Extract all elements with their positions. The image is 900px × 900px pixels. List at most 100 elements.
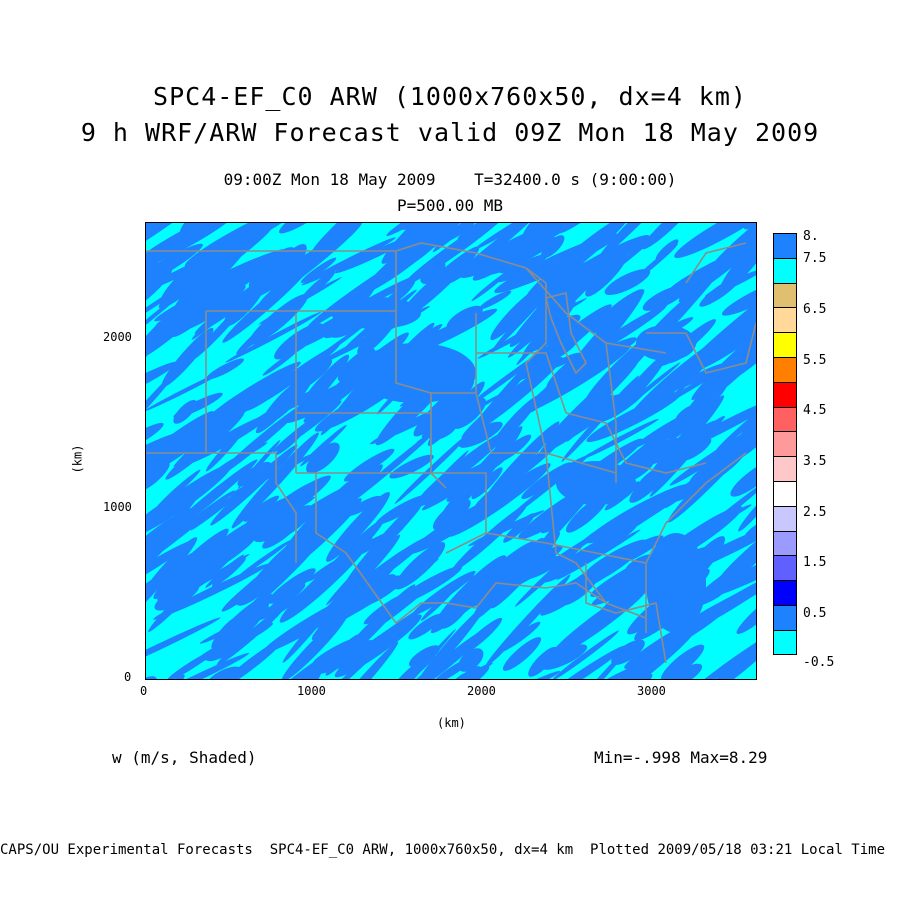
updraft-streak — [148, 439, 184, 464]
forecast-map — [145, 222, 757, 680]
updraft-streak — [722, 517, 756, 584]
updraft-streak — [245, 344, 340, 412]
updraft-streak — [146, 540, 193, 610]
updraft-streak — [449, 223, 537, 283]
colorbar-label: 1.5 — [803, 555, 827, 570]
updraft-streak — [521, 462, 572, 500]
boundary-line — [545, 452, 607, 604]
y-tick-label: 1000 — [103, 500, 132, 514]
updraft-streak — [381, 223, 472, 264]
updraft-streak — [154, 261, 269, 336]
updraft-streak — [199, 596, 297, 644]
forecast-map-canvas — [146, 223, 756, 679]
min-max-label: Min=-.998 Max=8.29 — [594, 748, 768, 767]
updraft-streak — [415, 455, 508, 507]
updraft-streak — [292, 464, 383, 550]
updraft-region — [331, 297, 421, 329]
updraft-streak — [524, 223, 631, 301]
updraft-streak — [458, 421, 503, 448]
updraft-streak — [585, 483, 692, 544]
updraft-streak — [217, 442, 268, 470]
updraft-streak — [549, 583, 650, 659]
boundary-line — [445, 582, 647, 619]
updraft-streak — [294, 354, 350, 417]
updraft-streak — [146, 461, 170, 492]
updraft-streak — [253, 505, 319, 542]
colorbar-label: 2.5 — [803, 505, 827, 520]
updraft-streak — [301, 237, 396, 286]
x-tick-label: 1000 — [297, 684, 326, 698]
boundary-line — [565, 412, 707, 474]
updraft-streak — [392, 565, 463, 607]
boundary-line — [315, 473, 446, 625]
colorbar-swatch — [773, 381, 797, 407]
colorbar-label: 5.5 — [803, 353, 827, 368]
x-tick-label: 3000 — [637, 684, 666, 698]
updraft-streak — [528, 646, 558, 677]
chart-subtitle: 9 h WRF/ARW Forecast valid 09Z Mon 18 Ma… — [80, 118, 820, 147]
updraft-streak — [540, 580, 594, 616]
updraft-streak — [539, 371, 628, 453]
updraft-streak — [432, 555, 507, 630]
updraft-streak — [642, 223, 694, 250]
updraft-streak — [459, 666, 490, 679]
updraft-streak — [164, 247, 235, 295]
updraft-streak — [720, 504, 752, 522]
updraft-streak — [703, 614, 756, 679]
updraft-streak — [243, 223, 315, 250]
updraft-streak — [677, 639, 756, 679]
updraft-streak — [503, 513, 535, 543]
updraft-streak — [236, 540, 291, 579]
updraft-streak — [491, 532, 561, 609]
updraft-streak — [408, 645, 440, 667]
boundary-line — [525, 267, 667, 354]
updraft-streak — [719, 229, 756, 294]
updraft-streak — [704, 540, 756, 599]
updraft-streak — [146, 541, 171, 599]
updraft-streak — [573, 647, 630, 679]
updraft-streak — [597, 387, 647, 423]
updraft-streak — [574, 304, 668, 364]
colorbar-swatch — [773, 629, 797, 655]
colorbar-label: -0.5 — [803, 655, 835, 670]
updraft-streak — [594, 631, 694, 679]
x-tick-label: 0 — [140, 684, 148, 698]
updraft-streak — [282, 488, 342, 554]
updraft-streak — [542, 523, 638, 583]
updraft-streak — [173, 399, 197, 424]
colorbar-label: 6.5 — [803, 302, 827, 317]
updraft-streak — [146, 243, 203, 299]
variable-label: w (m/s, Shaded) — [112, 748, 257, 767]
updraft-streak — [241, 496, 298, 534]
colorbar-swatch — [773, 356, 797, 382]
updraft-streak — [661, 430, 707, 463]
updraft-streak — [471, 268, 512, 302]
updraft-streak — [312, 519, 384, 591]
updraft-streak — [604, 269, 651, 295]
updraft-streak — [306, 555, 347, 582]
updraft-streak — [480, 670, 561, 679]
x-tick-label: 2000 — [467, 684, 496, 698]
colorbar-swatch — [773, 431, 797, 457]
colorbar-label: 0.5 — [803, 606, 827, 621]
updraft-streak — [146, 245, 239, 295]
updraft-streak — [339, 558, 439, 622]
updraft-streak — [146, 617, 221, 678]
updraft-streak — [552, 630, 619, 679]
updraft-streak — [636, 464, 669, 491]
updraft-streak — [408, 613, 444, 640]
updraft-streak — [582, 418, 659, 460]
boundary-line — [431, 392, 546, 454]
updraft-streak — [432, 223, 488, 253]
updraft-streak — [412, 629, 487, 679]
footer-credit: CAPS/OU Experimental Forecasts SPC4-EF_C… — [0, 842, 886, 858]
colorbar-label: 8. — [803, 229, 819, 244]
updraft-streak — [420, 260, 446, 284]
updraft-streak — [206, 361, 301, 421]
colorbar-label: 4.5 — [803, 403, 827, 418]
updraft-streak — [216, 638, 285, 679]
boundary-line — [685, 242, 747, 284]
updraft-streak — [274, 322, 323, 360]
colorbar-label: 3.5 — [803, 454, 827, 469]
updraft-streak — [146, 676, 158, 679]
